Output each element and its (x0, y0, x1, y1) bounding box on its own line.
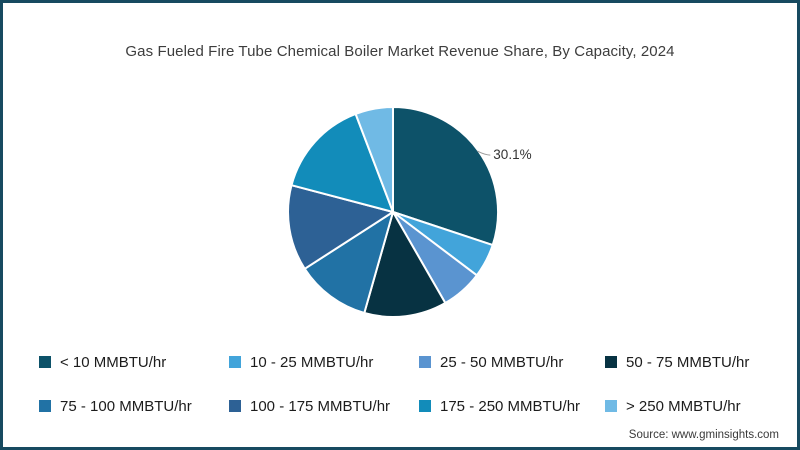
pie-chart: 30.1% (287, 106, 532, 318)
legend-swatch-icon (605, 400, 617, 412)
pie-slice-7 (354, 106, 394, 213)
label-leader-line (477, 150, 491, 156)
pie-slice-6 (290, 112, 394, 213)
pie-slice-0 (392, 106, 500, 247)
source-attribution: Source: www.gminsights.com (628, 429, 779, 441)
legend-swatch-icon (419, 356, 431, 368)
slice-percentage-label: 30.1% (493, 147, 531, 162)
legend-item: 75 - 100 MMBTU/hr (39, 396, 192, 416)
legend-item: 175 - 250 MMBTU/hr (419, 396, 580, 416)
legend-item: 50 - 75 MMBTU/hr (605, 352, 749, 372)
legend-label: 100 - 175 MMBTU/hr (250, 397, 391, 415)
legend-label: > 250 MMBTU/hr (626, 397, 741, 415)
legend-swatch-icon (39, 400, 51, 412)
pie-slice-4 (303, 211, 394, 314)
legend-label: 25 - 50 MMBTU/hr (440, 353, 564, 371)
legend-label: < 10 MMBTU/hr (60, 353, 167, 371)
pie-slice-3 (363, 211, 447, 318)
legend-item: > 250 MMBTU/hr (605, 396, 741, 416)
legend-item: 10 - 25 MMBTU/hr (229, 352, 373, 372)
legend-label: 75 - 100 MMBTU/hr (60, 397, 192, 415)
legend-label: 10 - 25 MMBTU/hr (250, 353, 374, 371)
legend-swatch-icon (229, 400, 241, 412)
legend-swatch-icon (39, 356, 51, 368)
legend-item: 25 - 50 MMBTU/hr (419, 352, 563, 372)
legend-item: < 10 MMBTU/hr (39, 352, 166, 372)
legend-swatch-icon (605, 356, 617, 368)
legend-swatch-icon (419, 400, 431, 412)
legend-item: 100 - 175 MMBTU/hr (229, 396, 390, 416)
legend-label: 50 - 75 MMBTU/hr (626, 353, 750, 371)
pie-slices-group (287, 106, 500, 318)
legend-label: 175 - 250 MMBTU/hr (440, 397, 581, 415)
chart-title: Gas Fueled Fire Tube Chemical Boiler Mar… (125, 43, 675, 60)
legend-swatch-icon (229, 356, 241, 368)
